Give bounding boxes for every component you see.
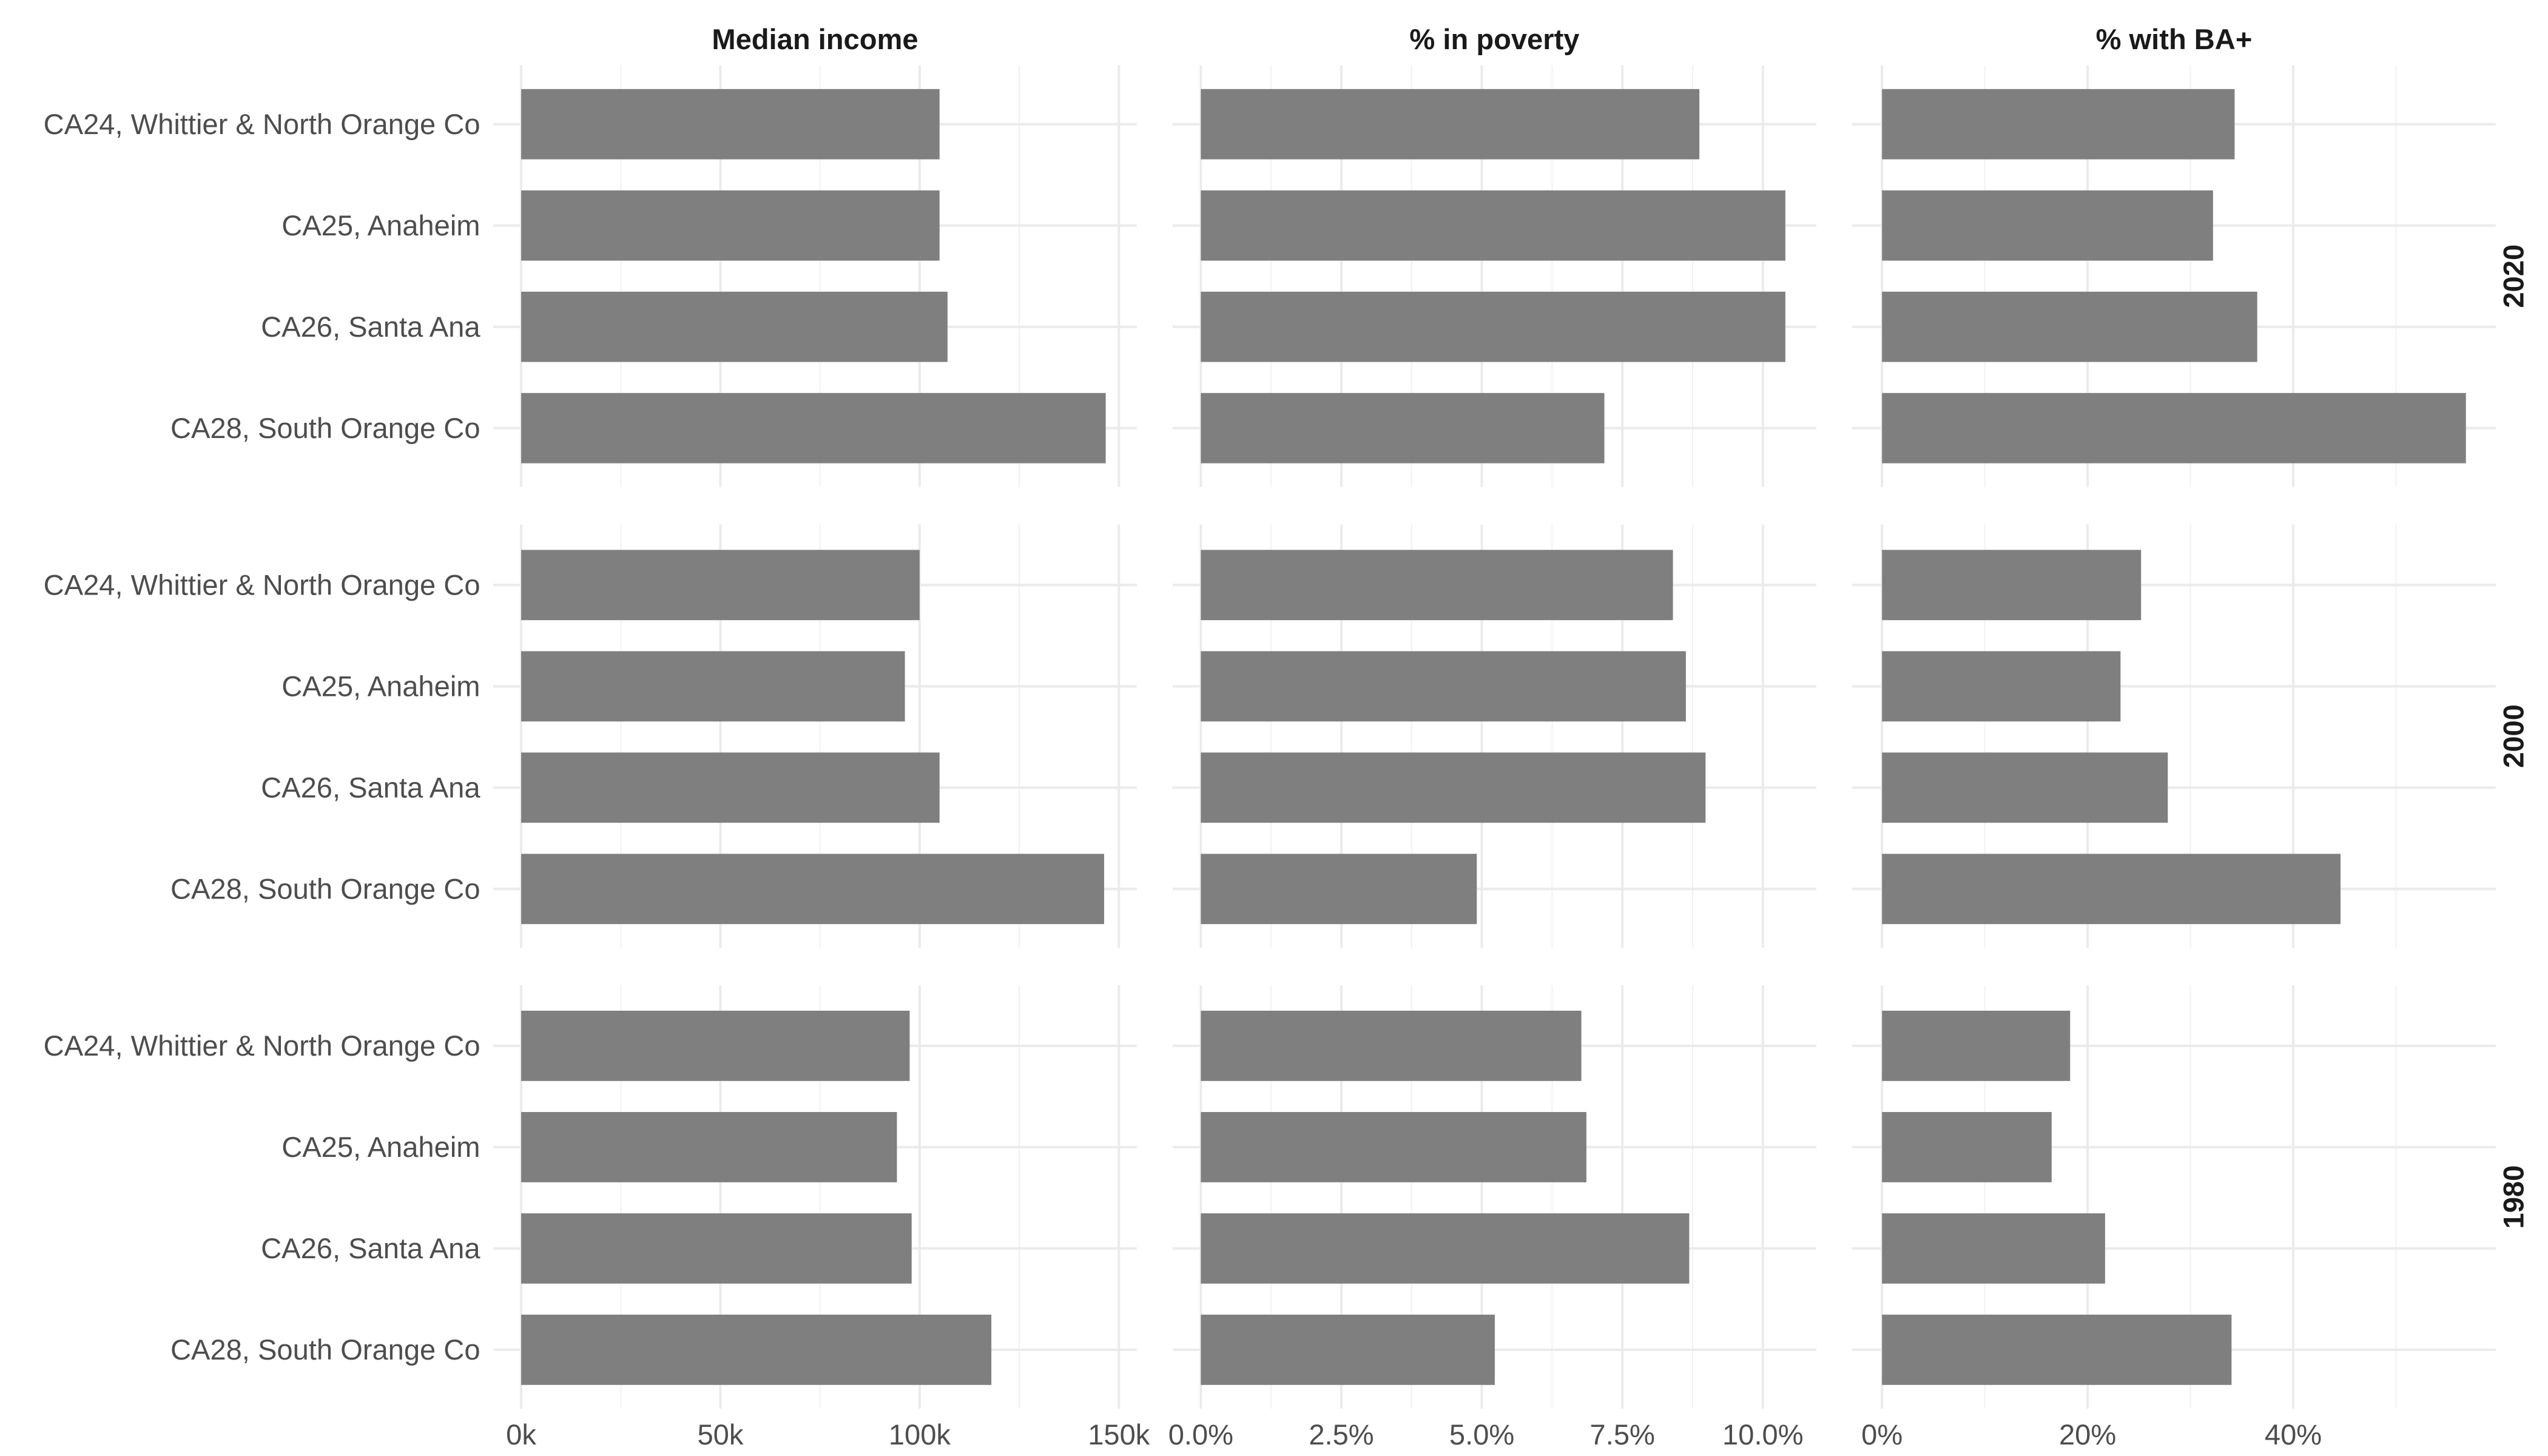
x-tick-label: 20% (2059, 1418, 2116, 1451)
bar (521, 291, 948, 362)
y-category-label: CA28, South Orange Co (170, 872, 480, 905)
bar (521, 393, 1106, 463)
panel-title: % in poverty (1409, 23, 1579, 55)
y-category-label: CA25, Anaheim (281, 1131, 480, 1163)
bar (521, 190, 940, 261)
bar (1882, 854, 2341, 925)
y-category-label: CA26, Santa Ana (261, 771, 480, 803)
row-strip-label: 2000 (2498, 704, 2530, 768)
bar (1882, 550, 2142, 621)
x-tick-label: 0k (506, 1418, 536, 1451)
x-tick-label: 0% (1861, 1418, 1903, 1451)
x-tick-label: 40% (2265, 1418, 2322, 1451)
row-strip-label: 2020 (2498, 244, 2530, 308)
bar (1201, 393, 1605, 463)
x-tick-label: 2.5% (1309, 1418, 1373, 1451)
bar (521, 651, 905, 722)
y-category-label: CA28, South Orange Co (170, 412, 480, 444)
bar (1882, 752, 2168, 823)
bar (1201, 752, 1706, 823)
bar (1201, 1315, 1495, 1385)
y-category-label: CA26, Santa Ana (261, 1232, 480, 1264)
panel-title: % with BA+ (2096, 23, 2253, 55)
x-tick-label: 100k (889, 1418, 951, 1451)
y-category-label: CA24, Whittier & North Orange Co (44, 1030, 480, 1062)
bar (1201, 190, 1785, 261)
x-tick-label: 0.0% (1168, 1418, 1233, 1451)
y-category-label: CA25, Anaheim (281, 209, 480, 241)
bar (521, 1010, 910, 1081)
bar (1201, 1213, 1690, 1284)
bar (1882, 651, 2121, 722)
x-tick-label: 50k (697, 1418, 743, 1451)
bar (1882, 1315, 2232, 1385)
x-tick-label: 7.5% (1590, 1418, 1655, 1451)
bar (1882, 1111, 2052, 1182)
y-category-label: CA24, Whittier & North Orange Co (44, 108, 480, 140)
bar (1882, 393, 2466, 463)
panel-title: Median income (712, 23, 918, 55)
bar (1882, 89, 2235, 160)
y-category-label: CA26, Santa Ana (261, 311, 480, 343)
bar (521, 1315, 992, 1385)
y-category-label: CA25, Anaheim (281, 670, 480, 702)
y-category-label: CA28, South Orange Co (170, 1333, 480, 1366)
bar (1201, 651, 1686, 722)
bar (521, 1213, 912, 1284)
row-strip-label: 1980 (2498, 1165, 2530, 1229)
y-category-label: CA24, Whittier & North Orange Co (44, 568, 480, 601)
bar (521, 854, 1104, 925)
bar (1882, 1213, 2105, 1284)
bar (1201, 854, 1477, 925)
bar (1201, 291, 1785, 362)
bar (1201, 89, 1700, 160)
x-tick-label: 150k (1088, 1418, 1150, 1451)
bar (521, 1111, 897, 1182)
x-tick-label: 5.0% (1449, 1418, 1514, 1451)
bar (1882, 291, 2257, 362)
bar (1882, 1010, 2071, 1081)
bar (521, 89, 940, 160)
bar (1201, 1010, 1582, 1081)
bar (521, 752, 940, 823)
bar (1201, 1111, 1586, 1182)
bar (521, 550, 920, 621)
bar (1201, 550, 1673, 621)
x-tick-label: 10.0% (1722, 1418, 1804, 1451)
bar (1882, 190, 2213, 261)
